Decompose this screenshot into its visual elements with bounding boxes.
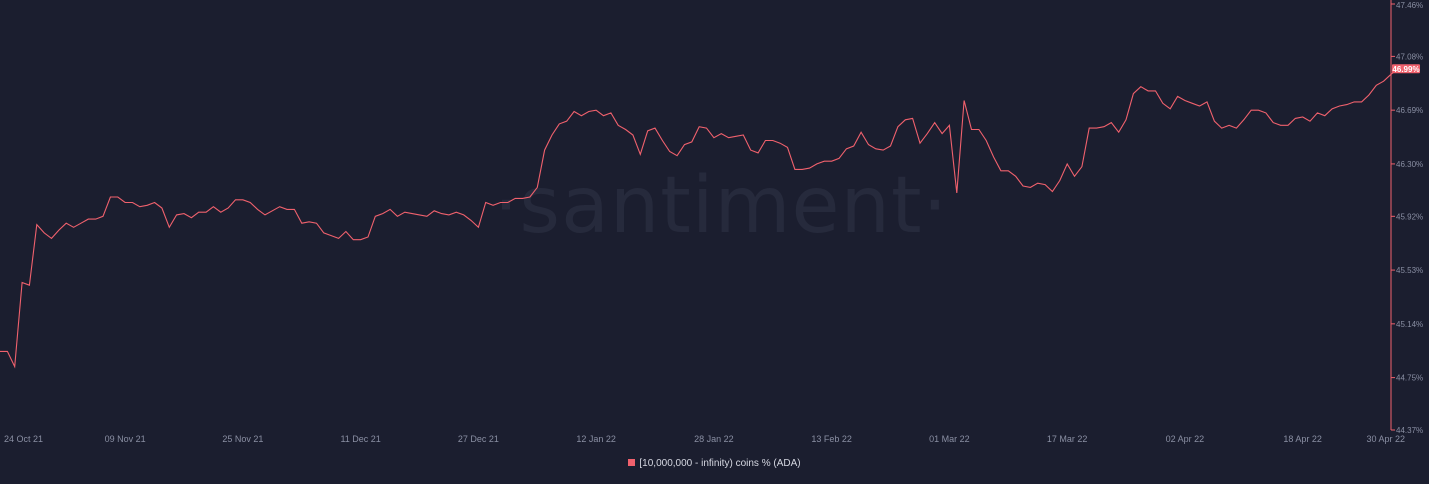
x-tick-label: 27 Dec 21 [458, 434, 499, 444]
x-tick-label: 09 Nov 21 [105, 434, 146, 444]
x-tick-label: 02 Apr 22 [1166, 434, 1205, 444]
x-tick-label: 28 Jan 22 [694, 434, 734, 444]
series-line-ada [0, 68, 1406, 369]
x-tick-label: 25 Nov 21 [222, 434, 263, 444]
current-value-marker: 46.99% [1392, 64, 1420, 74]
y-tick-label: 45.53% [1396, 266, 1423, 275]
x-tick-label: 01 Mar 22 [929, 434, 970, 444]
x-tick-label: 17 Mar 22 [1047, 434, 1088, 444]
x-tick-label: 18 Apr 22 [1283, 434, 1322, 444]
y-tick-label: 47.08% [1396, 52, 1423, 61]
x-tick-label: 11 Dec 21 [340, 434, 380, 444]
watermark: ·santiment· [494, 161, 949, 251]
y-tick-label: 46.30% [1396, 160, 1423, 169]
x-tick-label: 30 Apr 22 [1366, 434, 1405, 444]
y-tick-label: 44.75% [1396, 374, 1423, 383]
y-tick-label: 45.92% [1396, 212, 1423, 221]
current-value-label: 46.99% [1392, 65, 1419, 74]
x-axis: 24 Oct 21 09 Nov 21 25 Nov 21 11 Dec 21 27 D… [4, 434, 1405, 444]
y-tick-label: 44.37% [1396, 426, 1423, 435]
y-tick-label: 46.69% [1396, 106, 1423, 115]
y-tick-label: 45.14% [1396, 320, 1423, 329]
x-tick-label: 12 Jan 22 [576, 434, 616, 444]
legend-swatch [628, 458, 636, 466]
legend[interactable]: [10,000,000 - infinity) coins % (ADA) [0, 458, 1429, 469]
x-tick-label: 13 Feb 22 [811, 434, 852, 444]
x-tick-label: 24 Oct 21 [4, 434, 43, 444]
line-chart: ·santiment· 24 Oct 21 09 Nov 21 25 Nov 21 1… [0, 0, 1423, 444]
y-axis: 44.37% 44.75% 45.14% 45.53% 45.92% 46.30% 46.6… [1391, 1, 1423, 435]
y-tick-label: 47.46% [1396, 1, 1423, 10]
legend-label: [10,000,000 - infinity) coins % (ADA) [639, 458, 801, 469]
current-value-badge [1392, 64, 1420, 74]
